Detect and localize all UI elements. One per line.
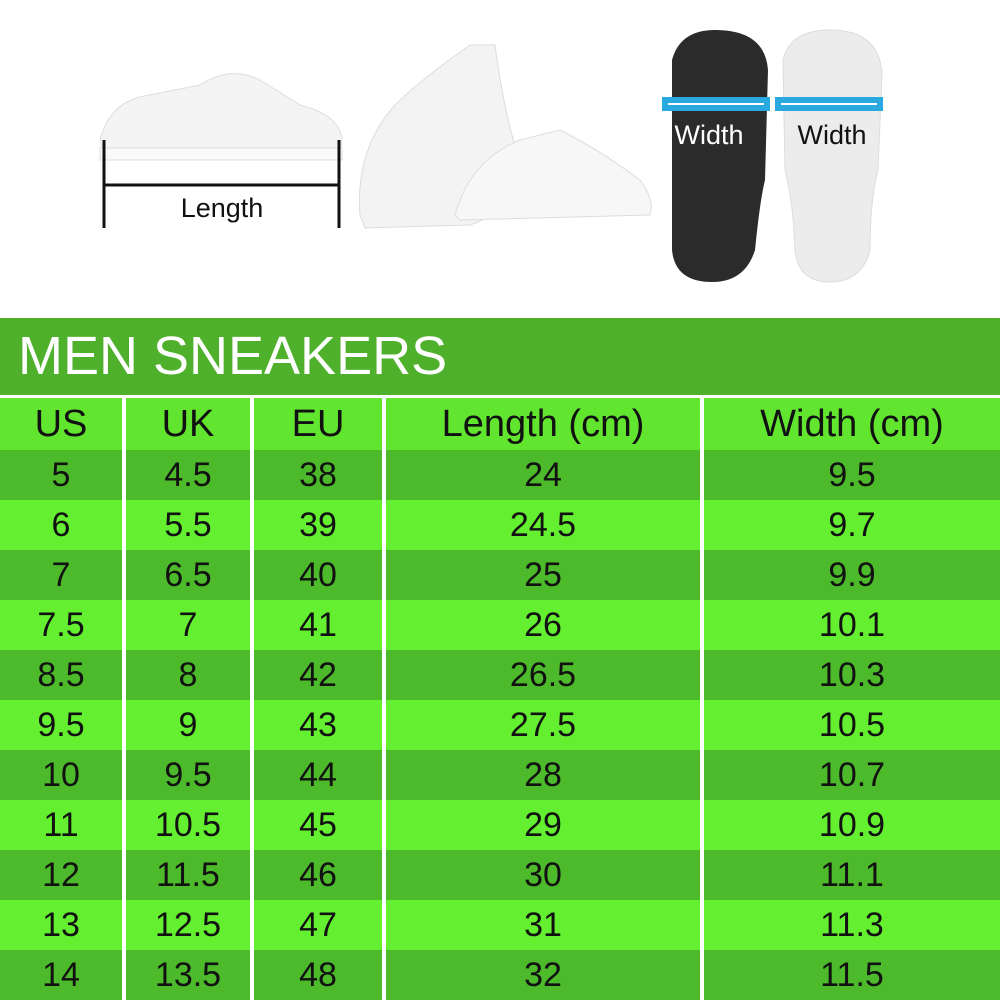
table-cell: 27.5: [386, 700, 704, 750]
table-cell: 41: [254, 600, 386, 650]
table-cell: 40: [254, 550, 386, 600]
table-cell: 30: [386, 850, 704, 900]
table-cell: 13.5: [126, 950, 254, 1000]
chart-title: MEN SNEAKERS: [0, 318, 1000, 395]
sole-light-image: [782, 29, 883, 283]
column-header: EU: [254, 398, 386, 450]
table-cell: 11.5: [126, 850, 254, 900]
table-row: 10 9.5 44 28 10.7: [0, 750, 1000, 800]
table-row: 12 11.5 46 30 11.1: [0, 850, 1000, 900]
table-cell: 25: [386, 550, 704, 600]
table-row: 5 4.5 38 24 9.5: [0, 450, 1000, 500]
table-cell: 9.5: [704, 450, 1000, 500]
sole-dark-image: [672, 30, 768, 282]
table-cell: 39: [254, 500, 386, 550]
table-cell: 13: [0, 900, 126, 950]
width-label-dark: Width: [674, 120, 743, 150]
table-cell: 4.5: [126, 450, 254, 500]
table-cell: 12: [0, 850, 126, 900]
width-label-light: Width: [797, 120, 866, 150]
table-cell: 28: [386, 750, 704, 800]
table-cell: 9.5: [126, 750, 254, 800]
table-cell: 48: [254, 950, 386, 1000]
table-cell: 11.1: [704, 850, 1000, 900]
table-cell: 31: [386, 900, 704, 950]
table-cell: 6: [0, 500, 126, 550]
table-cell: 26: [386, 600, 704, 650]
table-cell: 7: [126, 600, 254, 650]
table-cell: 24.5: [386, 500, 704, 550]
table-cell: 10.1: [704, 600, 1000, 650]
table-cell: 42: [254, 650, 386, 700]
table-header: US UK EU Length (cm) Width (cm): [0, 398, 1000, 450]
table-cell: 44: [254, 750, 386, 800]
length-label: Length: [181, 193, 264, 223]
table-cell: 11: [0, 800, 126, 850]
table-row: 9.5 9 43 27.5 10.5: [0, 700, 1000, 750]
column-header: Width (cm): [704, 398, 1000, 450]
column-header: UK: [126, 398, 254, 450]
table-cell: 6.5: [126, 550, 254, 600]
length-measure: [102, 140, 341, 228]
table-cell: 12.5: [126, 900, 254, 950]
table-cell: 8.5: [0, 650, 126, 700]
table-cell: 10.9: [704, 800, 1000, 850]
table-cell: 9.9: [704, 550, 1000, 600]
table-cell: 45: [254, 800, 386, 850]
column-header: Length (cm): [386, 398, 704, 450]
table-cell: 10.5: [704, 700, 1000, 750]
table-cell: 5.5: [126, 500, 254, 550]
table-cell: 14: [0, 950, 126, 1000]
table-cell: 38: [254, 450, 386, 500]
table-cell: 11.5: [704, 950, 1000, 1000]
table-cell: 7.5: [0, 600, 126, 650]
table-cell: 10.7: [704, 750, 1000, 800]
table-cell: 29: [386, 800, 704, 850]
table-cell: 24: [386, 450, 704, 500]
table-row: 8.5 8 42 26.5 10.3: [0, 650, 1000, 700]
table-row: 7 6.5 40 25 9.9: [0, 550, 1000, 600]
table-cell: 9.7: [704, 500, 1000, 550]
shoe-illustrations: Length Width Width: [0, 0, 1000, 316]
table-cell: 47: [254, 900, 386, 950]
table-cell: 8: [126, 650, 254, 700]
pair-shoe-image: [358, 44, 652, 229]
table-cell: 26.5: [386, 650, 704, 700]
table-row: 6 5.5 39 24.5 9.7: [0, 500, 1000, 550]
table-cell: 9: [126, 700, 254, 750]
column-header: US: [0, 398, 126, 450]
table-cell: 7: [0, 550, 126, 600]
table-cell: 11.3: [704, 900, 1000, 950]
table-cell: 10.3: [704, 650, 1000, 700]
table-row: 7.5 7 41 26 10.1: [0, 600, 1000, 650]
table-cell: 32: [386, 950, 704, 1000]
side-shoe-image: [99, 73, 343, 161]
table-row: 11 10.5 45 29 10.9: [0, 800, 1000, 850]
table-cell: 46: [254, 850, 386, 900]
table-cell: 43: [254, 700, 386, 750]
size-table: US UK EU Length (cm) Width (cm) 5 4.5 38 24…: [0, 398, 1000, 1000]
table-cell: 9.5: [0, 700, 126, 750]
table-cell: 5: [0, 450, 126, 500]
table-cell: 10.5: [126, 800, 254, 850]
table-row: 14 13.5 48 32 11.5: [0, 950, 1000, 1000]
table-row: 13 12.5 47 31 11.3: [0, 900, 1000, 950]
table-cell: 10: [0, 750, 126, 800]
